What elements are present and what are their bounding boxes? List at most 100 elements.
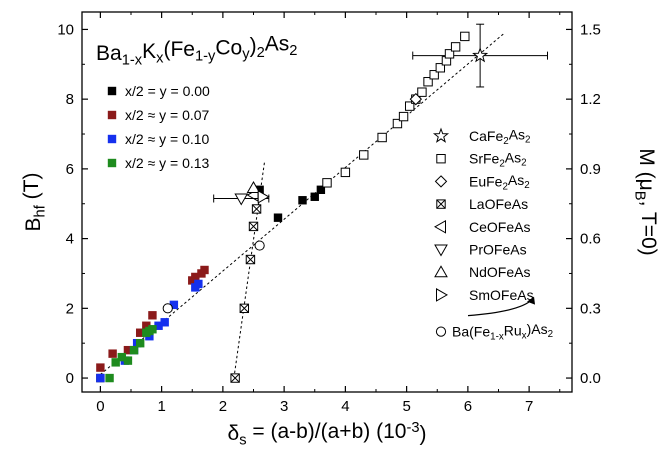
text-part: 2 [289,43,297,59]
text-part: , T=0) [637,201,660,256]
data-point [341,168,349,176]
text-part: 2 [525,135,530,146]
data-point [418,88,426,96]
y2-tick-label: 0.3 [580,300,601,317]
legend-label: PrOFeAs [469,242,527,258]
text-part: (Fe [163,38,195,61]
data-point [249,222,257,230]
legend-label: CeOFeAs [469,219,530,235]
legend-marker [435,266,447,277]
y2-tick-label: 0.0 [580,370,601,387]
text-part: PrOFeAs [469,242,527,258]
data-point [461,32,469,40]
text-part: Ba(Fe [452,324,490,340]
legend-label: x/2 ≈ y = 0.07 [125,107,210,123]
text-part: EuFe [469,173,503,189]
data-point [378,133,386,141]
y-tick-label: 4 [66,231,74,248]
chart-title: Ba1-xKx(Fe1-yCoy)2As2 [96,33,297,69]
data-point [252,205,260,213]
data-point [108,349,116,357]
text-part: s [239,432,246,448]
text-part: CaFe [469,128,503,144]
text-part: -3 [406,420,419,436]
y2-tick-label: 0.9 [580,161,601,178]
text-part: 1-x [490,332,504,343]
text-part: 2 [521,157,526,168]
text-part: As [509,127,525,143]
text-part: 1-x [122,52,143,68]
text-part: NdOFeAs [469,264,530,280]
data-point [163,304,172,313]
legend-marker [108,159,116,167]
legend-label: CaFe2As2 [469,127,530,147]
legend-marker [434,129,447,142]
text-part: ) [420,423,427,446]
legend-label: EuFe2As2 [469,172,530,192]
text-part: = (a-b)/(a+b) (10 [247,420,407,443]
legend-label: SmOFeAs [469,287,534,303]
text-part: 2 [257,45,265,61]
text-part: ) [250,34,257,57]
text-part: SmOFeAs [469,287,534,303]
data-point [148,325,156,333]
y-tick-label: 0 [66,370,74,387]
text-part: SrFe [469,151,500,167]
text-part: (T) [20,173,43,206]
data-point [96,374,104,382]
y-tick-label: 6 [66,161,74,178]
series-srfe2as2 [323,32,469,187]
legend-label: x/2 ≈ y = 0.10 [125,131,210,147]
text-part: 1-y [195,49,216,65]
data-point [274,213,282,221]
data-point [399,112,407,120]
text-part: Co [215,36,242,59]
text-part: )As [527,321,548,337]
x-tick-label: 7 [525,398,533,415]
text-part: 2 [548,329,553,340]
legend-marker [435,221,446,233]
legend-label: x/2 = y = 0.00 [125,83,210,99]
legend-marker [108,135,116,143]
y-tick-label: 10 [57,21,74,38]
text-part: hf [32,204,48,217]
x-tick-label: 0 [96,398,104,415]
data-point [231,374,239,382]
y-axis-title: Bhf (T) [20,173,48,232]
y2-tick-label: 1.5 [580,21,601,38]
text-part: K [142,40,156,63]
data-point [105,374,113,382]
text-part: As [508,172,524,188]
data-point [124,356,132,364]
legend-marker [437,289,448,301]
data-point [323,179,331,187]
x-tick-label: 1 [157,398,165,415]
series-x-2-y-0-07 [96,266,209,372]
y-tick-label: 2 [66,300,74,317]
legend-label: Ba(Fe1-xRux)As2 [452,321,553,342]
legend-marker [108,111,116,119]
text-part: As [505,149,521,165]
y2-axis-title: M (μB, T=0) [632,148,660,255]
data-point [240,304,248,312]
legend-marker [435,245,447,256]
axes: 0 1 2 3 4 5 6 7 0 2 4 6 8 10 0.0 0.3 0.6 0.9 1.2 1.5 [57,12,601,415]
legend-marker [436,176,447,187]
data-point [96,363,104,371]
series-ba-fe1-xrux-as2 [163,241,264,313]
legend-label: x/2 ≈ y = 0.13 [125,155,210,171]
text-part: Ba [96,42,122,65]
text-part: Ru [504,322,522,338]
x-tick-label: 2 [219,398,227,415]
x-tick-label: 5 [402,398,410,415]
axis-titles: δs = (a-b)/(a+b) (10-3) Bhf (T) M (μB, T=0… [20,148,660,448]
data-point [148,311,156,319]
x-axis-title: δs = (a-b)/(a+b) (10-3) [227,420,426,448]
data-point [160,318,168,326]
data-point [246,255,254,263]
data-point [235,194,247,205]
data-point [255,241,264,250]
data-point [200,266,208,274]
legend-label: LaOFeAs [469,196,528,212]
